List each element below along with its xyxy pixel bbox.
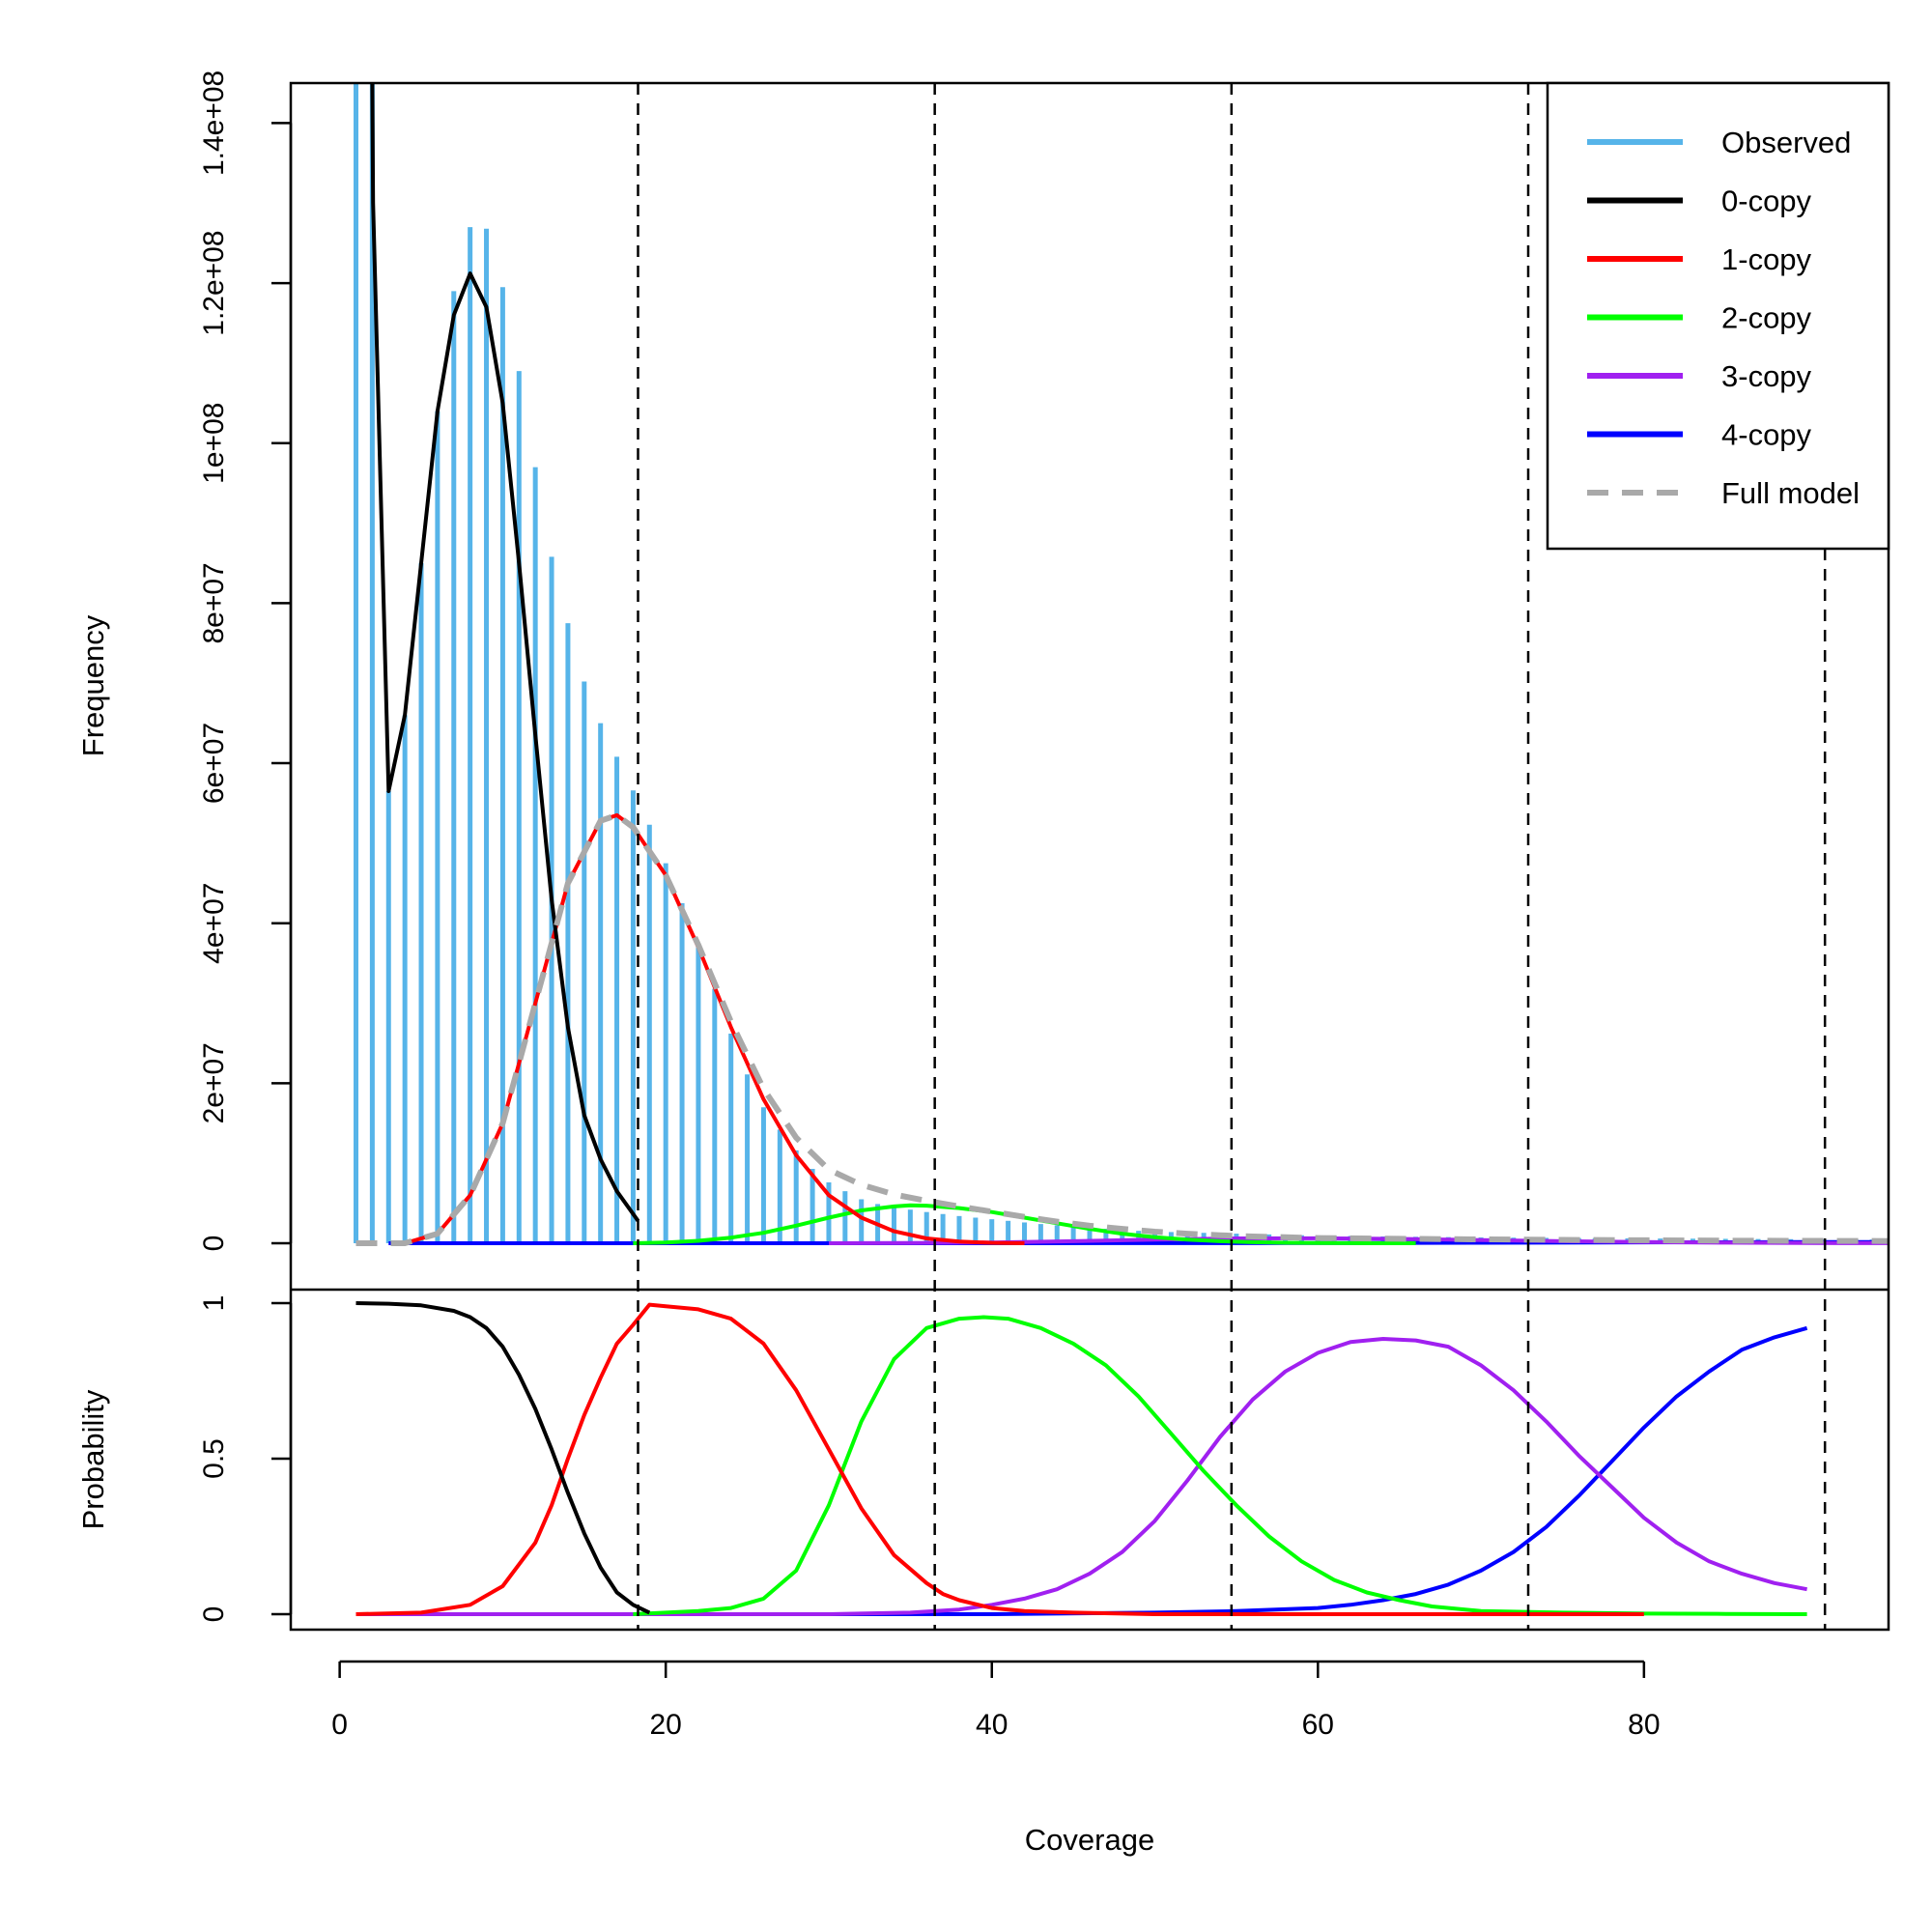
legend-label: 4-copy — [1721, 418, 1812, 452]
y-tick-label: 2e+07 — [198, 1042, 230, 1123]
legend-label: Observed — [1721, 126, 1851, 159]
y-tick-label: 1.2e+08 — [198, 230, 230, 335]
legend-label: 1-copy — [1721, 242, 1812, 276]
legend-label: Full model — [1721, 476, 1860, 510]
y-tick-label: 8e+07 — [198, 562, 230, 643]
x-tick-label: 0 — [331, 1709, 348, 1741]
prob-1-copy-line — [355, 1302, 1644, 1616]
y-axis-title-frequency: Frequency — [76, 614, 110, 756]
prob-3-copy-line — [355, 1337, 1807, 1616]
y-axis-title-probability: Probability — [76, 1389, 110, 1529]
x-tick-label: 40 — [976, 1709, 1008, 1741]
legend-label: 2-copy — [1721, 301, 1812, 335]
axes: 0 20 40 60 80 0 2e+07 4e+07 6e+07 8e+07 1e+08 1.2e+… — [198, 71, 1661, 1741]
y-tick-label: 4e+07 — [198, 883, 230, 964]
legend-label: 3-copy — [1721, 359, 1812, 393]
x-tick-label: 60 — [1302, 1709, 1334, 1741]
y-tick-label: 6e+07 — [198, 723, 230, 804]
prob-2-copy-line — [633, 1315, 1807, 1616]
y-tick-label: 0 — [198, 1606, 230, 1623]
probability-panel — [355, 1301, 1808, 1616]
frequency-panel — [354, 83, 1889, 1246]
legend-label: 0-copy — [1721, 185, 1812, 218]
prob-0-copy-line — [355, 1301, 651, 1615]
x-tick-label: 20 — [649, 1709, 681, 1741]
x-tick-label: 80 — [1628, 1709, 1660, 1741]
y-tick-label: 0.5 — [198, 1438, 230, 1479]
x-axis-title: Coverage — [1025, 1823, 1154, 1857]
legend: Observed 0-copy 1-copy 2-copy 3-copy 4-copy Fu… — [1546, 81, 1890, 551]
y-tick-label: 1.4e+08 — [198, 71, 230, 176]
y-tick-label: 1e+08 — [198, 403, 230, 484]
series-0-copy-line — [370, 83, 640, 1222]
y-tick-label: 0 — [198, 1236, 230, 1252]
y-tick-label: 1 — [198, 1295, 230, 1312]
cutoff-lines — [637, 83, 1827, 1630]
prob-4-copy-line — [355, 1325, 1808, 1616]
